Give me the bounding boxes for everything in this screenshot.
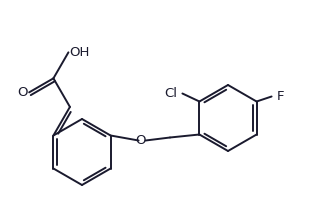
Text: OH: OH [69, 46, 90, 59]
Text: O: O [135, 134, 146, 147]
Text: F: F [276, 90, 284, 103]
Text: O: O [18, 86, 28, 99]
Text: Cl: Cl [164, 87, 177, 100]
